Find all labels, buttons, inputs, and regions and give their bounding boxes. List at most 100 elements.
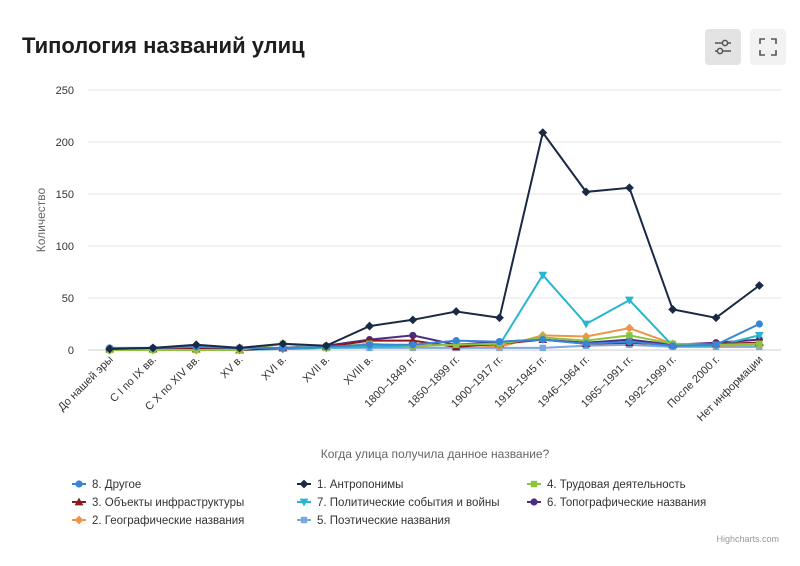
data-point[interactable]: [712, 341, 720, 348]
data-point[interactable]: [106, 345, 113, 353]
data-point[interactable]: [668, 305, 678, 314]
data-point[interactable]: [495, 341, 504, 350]
data-point[interactable]: [149, 345, 157, 353]
data-point[interactable]: [235, 345, 244, 353]
legend-symbol[interactable]: [299, 498, 309, 507]
legend-symbol[interactable]: [300, 516, 308, 524]
data-point[interactable]: [451, 307, 461, 316]
data-point[interactable]: [149, 344, 157, 352]
data-point[interactable]: [279, 344, 287, 352]
data-point[interactable]: [321, 343, 331, 353]
data-point[interactable]: [235, 343, 244, 353]
data-point[interactable]: [538, 128, 548, 138]
data-point[interactable]: [452, 337, 460, 345]
data-point[interactable]: [193, 346, 200, 354]
data-point[interactable]: [106, 344, 114, 352]
data-point[interactable]: [539, 344, 546, 352]
data-point[interactable]: [581, 187, 591, 197]
data-point[interactable]: [754, 332, 764, 340]
legend-item[interactable]: 7. Политические события и войны: [297, 497, 499, 509]
data-point[interactable]: [754, 338, 764, 347]
legend-symbol[interactable]: [530, 480, 538, 488]
data-point[interactable]: [105, 346, 115, 355]
data-point[interactable]: [105, 344, 115, 353]
data-point[interactable]: [279, 340, 287, 347]
data-point[interactable]: [495, 313, 504, 323]
data-point[interactable]: [278, 345, 288, 354]
data-point[interactable]: [495, 339, 504, 348]
data-point[interactable]: [495, 338, 504, 346]
data-point[interactable]: [625, 338, 634, 346]
filter-button[interactable]: [705, 29, 741, 65]
legend-item[interactable]: 8. Другое: [72, 479, 141, 491]
data-point[interactable]: [756, 340, 763, 347]
data-point[interactable]: [193, 344, 200, 352]
data-point[interactable]: [106, 346, 113, 354]
data-point[interactable]: [323, 344, 330, 352]
data-point[interactable]: [626, 332, 633, 339]
data-point[interactable]: [278, 339, 288, 349]
data-point[interactable]: [495, 338, 504, 346]
data-point[interactable]: [236, 344, 243, 352]
data-point[interactable]: [148, 346, 158, 355]
data-point[interactable]: [539, 336, 547, 344]
data-point[interactable]: [582, 339, 590, 347]
data-point[interactable]: [755, 336, 763, 344]
data-point[interactable]: [754, 340, 764, 350]
data-point[interactable]: [711, 313, 721, 323]
data-point[interactable]: [668, 339, 678, 349]
data-point[interactable]: [582, 337, 590, 344]
data-point[interactable]: [669, 342, 677, 350]
data-point[interactable]: [191, 346, 201, 355]
legend-item[interactable]: 5. Поэтические названия: [297, 515, 450, 527]
data-point[interactable]: [322, 342, 330, 350]
data-point[interactable]: [149, 346, 157, 354]
data-point[interactable]: [148, 343, 158, 353]
legend-item[interactable]: 2. Географические названия: [72, 515, 244, 527]
data-point[interactable]: [235, 346, 244, 355]
fullscreen-button[interactable]: [750, 29, 786, 65]
data-point[interactable]: [625, 338, 634, 347]
data-point[interactable]: [668, 342, 678, 351]
data-point[interactable]: [106, 346, 114, 354]
data-point[interactable]: [191, 345, 201, 355]
data-point[interactable]: [539, 336, 547, 344]
data-point[interactable]: [408, 342, 418, 352]
data-point[interactable]: [321, 342, 331, 351]
data-point[interactable]: [451, 339, 461, 349]
data-point[interactable]: [711, 341, 721, 351]
data-point[interactable]: [625, 323, 634, 333]
data-point[interactable]: [712, 339, 720, 347]
data-point[interactable]: [582, 342, 590, 350]
data-point[interactable]: [451, 342, 461, 351]
data-point[interactable]: [365, 336, 374, 345]
data-point[interactable]: [581, 339, 591, 348]
data-point[interactable]: [408, 336, 418, 345]
data-point[interactable]: [279, 344, 287, 352]
data-point[interactable]: [236, 346, 243, 354]
data-point[interactable]: [149, 345, 157, 353]
data-point[interactable]: [756, 343, 763, 351]
data-point[interactable]: [711, 342, 721, 351]
data-point[interactable]: [712, 341, 720, 349]
data-point[interactable]: [235, 344, 244, 352]
data-point[interactable]: [409, 341, 417, 349]
data-point[interactable]: [235, 345, 244, 354]
legend-symbol[interactable]: [74, 497, 84, 506]
data-point[interactable]: [754, 281, 764, 290]
data-point[interactable]: [365, 343, 374, 352]
data-point[interactable]: [755, 320, 763, 328]
data-point[interactable]: [409, 342, 417, 350]
data-point[interactable]: [409, 344, 417, 352]
data-point[interactable]: [711, 339, 721, 348]
data-point[interactable]: [191, 344, 201, 353]
legend-item[interactable]: 4. Трудовая деятельность: [527, 479, 686, 491]
data-point[interactable]: [366, 340, 373, 347]
data-point[interactable]: [192, 345, 200, 353]
legend-symbol[interactable]: [74, 515, 84, 525]
data-point[interactable]: [669, 341, 677, 349]
data-point[interactable]: [321, 344, 331, 353]
data-point[interactable]: [408, 342, 418, 351]
data-point[interactable]: [452, 344, 460, 352]
data-point[interactable]: [408, 315, 418, 325]
